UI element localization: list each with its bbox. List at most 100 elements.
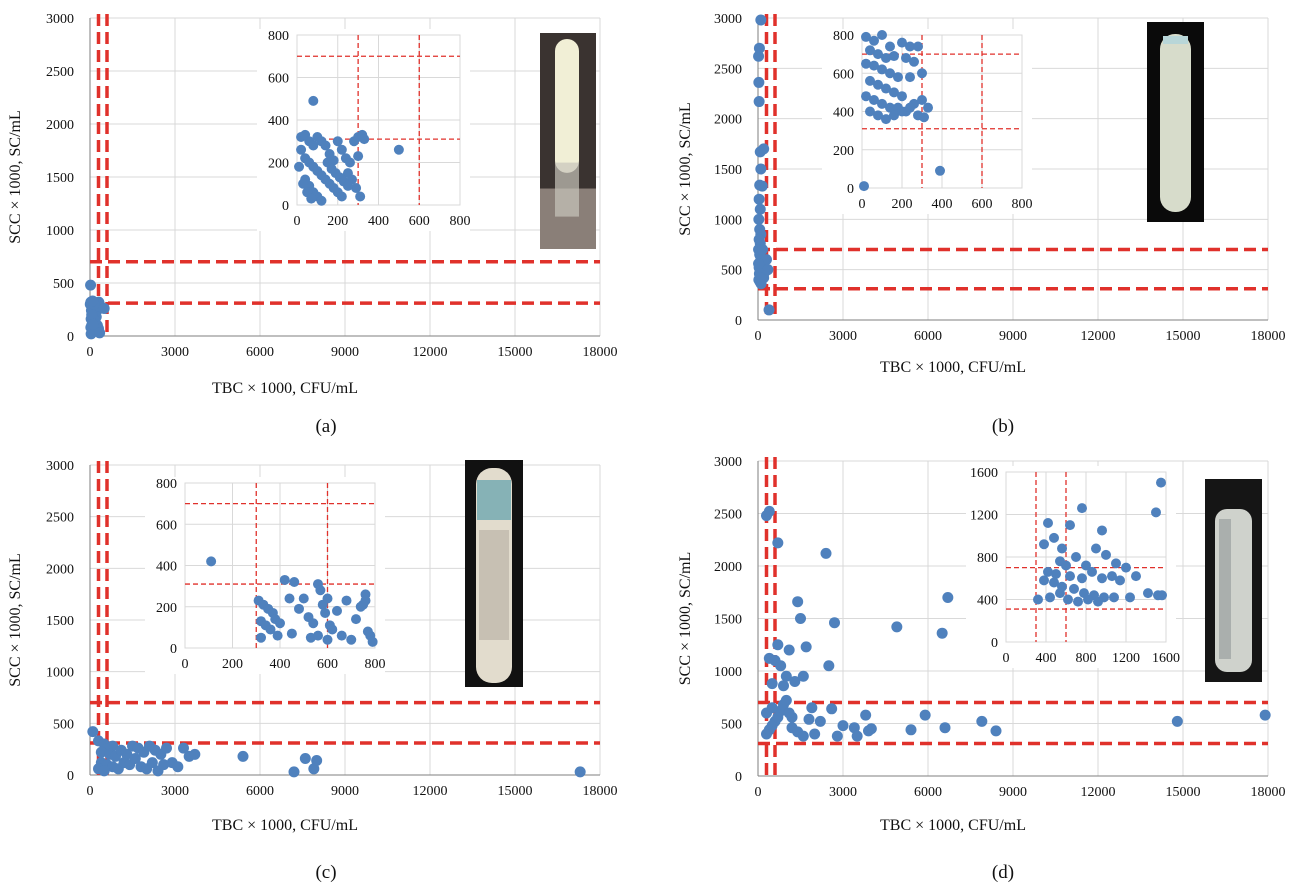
test-tube-photo [1205, 479, 1262, 682]
inset-data-point [1033, 594, 1043, 605]
inset-data-point [1077, 573, 1087, 584]
inset-data-point [313, 630, 323, 641]
x-tick-label: 3000 [829, 785, 857, 800]
x-tick-label: 18000 [583, 784, 618, 799]
x-tick-label: 0 [87, 345, 94, 360]
y-tick-label: 2500 [714, 508, 742, 523]
inset-y-tick-label: 0 [282, 199, 289, 214]
inset-data-point [905, 102, 915, 113]
inset-data-point [308, 140, 319, 151]
inset-data-point [905, 72, 915, 83]
inset-data-point [346, 634, 357, 645]
panel-label: (d) [992, 862, 1014, 883]
data-point [778, 680, 789, 692]
y-tick-label: 1000 [46, 666, 74, 681]
data-point [158, 759, 170, 771]
x-tick-label: 9000 [331, 784, 359, 799]
test-tube-photo [465, 460, 523, 687]
inset-y-tick-label: 400 [268, 114, 289, 129]
data-point [783, 707, 795, 719]
inset-frame [861, 34, 1023, 189]
data-point [936, 627, 948, 639]
inset-data-point [1125, 592, 1135, 603]
inset-data-point [1073, 596, 1083, 607]
inset-y-tick-label: 800 [268, 29, 289, 44]
y-tick-label: 3000 [714, 455, 742, 470]
inset-data-point [917, 95, 927, 106]
data-point [311, 755, 323, 767]
inset-data-point [1097, 573, 1107, 584]
inset-data-point [1111, 558, 1121, 569]
data-point [990, 725, 1002, 737]
inset-y-tick-label: 200 [156, 601, 177, 616]
data-point [763, 304, 775, 316]
x-tick-label: 6000 [914, 329, 942, 344]
inset-data-point [327, 624, 338, 635]
data-point [87, 295, 99, 307]
inset-data-point [1077, 503, 1087, 514]
inset-y-tick-label: 1600 [970, 466, 998, 481]
data-point [780, 670, 792, 682]
y-tick-label: 1500 [46, 171, 74, 186]
inset-data-point [1091, 543, 1101, 554]
data-point [753, 42, 765, 54]
data-point [755, 272, 767, 284]
x-tick-label: 12000 [1081, 329, 1116, 344]
inset-data-point [336, 630, 347, 641]
inset-background [145, 477, 385, 674]
inset-chart: 0 200 400 600 800 0 200 400 600 800 [257, 29, 471, 231]
data-point [863, 725, 874, 737]
inset-data-point [1055, 588, 1065, 599]
data-point [848, 722, 860, 734]
data-point [753, 96, 765, 108]
inset-chart: 0 400 800 1200 1600 0 400 800 1200 1600 [966, 466, 1180, 668]
inset-data-point [294, 603, 304, 614]
inset-data-point [294, 161, 305, 172]
y-axis-title: SCC × 1000, SC/mL [7, 553, 24, 687]
data-point [826, 703, 838, 715]
inset-data-point [873, 110, 883, 121]
data-point [755, 14, 767, 26]
y-axis-title: SCC × 1000, SC/mL [677, 102, 694, 236]
inset-data-point [873, 79, 883, 90]
inset-y-tick-label: 0 [847, 182, 854, 197]
x-tick-label: 6000 [246, 784, 274, 799]
inset-data-point [1039, 575, 1049, 586]
tube-cap [1163, 36, 1188, 44]
inset-data-point [351, 614, 361, 625]
inset-data-point [1121, 562, 1131, 573]
y-tick-label: 2500 [46, 65, 74, 80]
x-tick-label: 9000 [331, 345, 359, 360]
data-point [800, 641, 812, 653]
inset-data-point [332, 136, 343, 147]
inset-data-point [336, 144, 347, 155]
inset-x-tick-label: 400 [270, 657, 291, 672]
data-point [129, 752, 141, 764]
y-tick-label: 2500 [46, 511, 74, 526]
x-tick-label: 9000 [999, 329, 1027, 344]
inset-data-point [1131, 571, 1141, 582]
inset-data-point [342, 180, 353, 191]
data-point [87, 318, 99, 330]
inset-data-point [1157, 590, 1167, 601]
inset-data-point [298, 593, 309, 604]
data-point [905, 724, 917, 736]
x-tick-label: 3000 [161, 345, 189, 360]
data-point [574, 766, 586, 778]
data-point [831, 730, 843, 742]
inset-data-point [869, 60, 879, 71]
data-point [753, 76, 765, 88]
inset-x-tick-label: 1200 [1112, 651, 1140, 666]
inset-y-tick-label: 600 [833, 67, 854, 82]
inset-data-point [859, 181, 869, 192]
data-point [809, 728, 821, 740]
inset-y-tick-label: 800 [156, 477, 177, 492]
x-tick-label: 15000 [498, 784, 533, 799]
inset-frame [184, 482, 376, 649]
inset-data-point [897, 37, 907, 48]
inset-x-tick-label: 800 [1076, 651, 1097, 666]
inset-data-point [865, 45, 875, 56]
data-point [803, 713, 815, 725]
inset-data-point [1151, 507, 1161, 518]
inset-data-point [897, 106, 907, 117]
